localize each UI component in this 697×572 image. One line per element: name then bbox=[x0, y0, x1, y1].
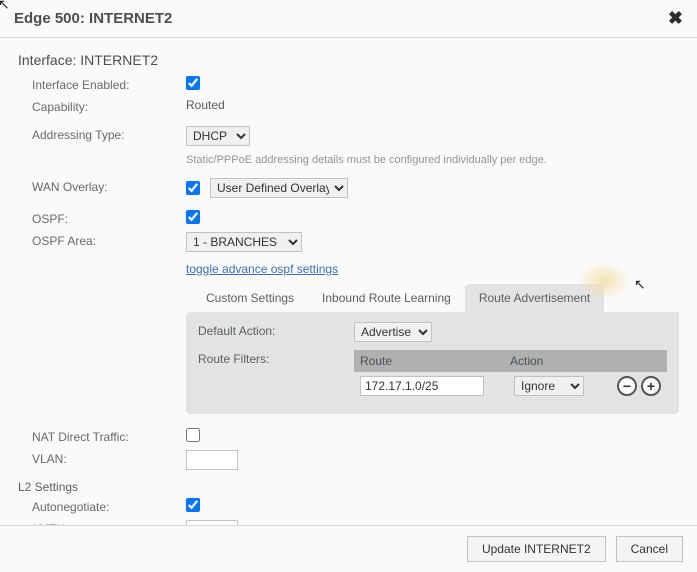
filter-action-select[interactable]: Ignore bbox=[514, 376, 584, 396]
capability-value: Routed bbox=[186, 98, 679, 112]
nat-direct-traffic-checkbox[interactable] bbox=[186, 428, 200, 442]
default-action-label: Default Action: bbox=[198, 322, 354, 338]
interface-heading: Interface: INTERNET2 bbox=[18, 52, 679, 68]
update-button[interactable]: Update INTERNET2 bbox=[467, 536, 606, 562]
route-filters-table: Route Action Ignore bbox=[354, 350, 667, 396]
autonegotiate-label: Autonegotiate: bbox=[18, 498, 186, 514]
addressing-hint: Static/PPPoE addressing details must be … bbox=[186, 154, 679, 166]
filter-route-input[interactable] bbox=[360, 376, 484, 396]
cancel-button[interactable]: Cancel bbox=[616, 536, 683, 562]
wan-overlay-label: WAN Overlay: bbox=[18, 178, 186, 194]
dialog-title: Edge 500: INTERNET2 bbox=[14, 10, 172, 27]
toggle-ospf-settings-link[interactable]: toggle advance ospf settings bbox=[186, 262, 338, 276]
wan-overlay-checkbox[interactable] bbox=[186, 181, 200, 195]
route-advertisement-panel: Default Action: Advertise Route Filters: bbox=[186, 312, 679, 414]
addressing-type-label: Addressing Type: bbox=[18, 126, 186, 142]
l2-settings-heading: L2 Settings bbox=[18, 480, 679, 494]
ospf-area-label: OSPF Area: bbox=[18, 232, 186, 248]
ospf-area-select[interactable]: 1 - BRANCHES bbox=[186, 232, 302, 252]
nat-direct-traffic-label: NAT Direct Traffic: bbox=[18, 428, 186, 444]
capability-label: Capability: bbox=[18, 98, 186, 114]
button-bar: Update INTERNET2 Cancel bbox=[0, 525, 697, 572]
autonegotiate-checkbox[interactable] bbox=[186, 498, 200, 512]
add-filter-button[interactable]: + bbox=[641, 376, 661, 396]
tab-route-advertisement[interactable]: Route Advertisement bbox=[465, 284, 604, 312]
remove-filter-button[interactable]: − bbox=[617, 376, 637, 396]
route-filters-label: Route Filters: bbox=[198, 350, 354, 366]
title-bar: Edge 500: INTERNET2 ✖ bbox=[0, 0, 697, 38]
ospf-tabs: Custom Settings Inbound Route Learning R… bbox=[186, 284, 679, 312]
interface-enabled-checkbox[interactable] bbox=[186, 76, 200, 90]
tab-inbound-route-learning[interactable]: Inbound Route Learning bbox=[308, 284, 465, 312]
close-icon[interactable]: ✖ bbox=[668, 8, 683, 29]
filter-header-action: Action bbox=[510, 354, 661, 368]
wan-overlay-select[interactable]: User Defined Overlay bbox=[210, 178, 348, 198]
dialog-content: Interface: INTERNET2 Interface Enabled: … bbox=[0, 38, 697, 540]
interface-enabled-label: Interface Enabled: bbox=[18, 76, 186, 92]
vlan-input[interactable] bbox=[186, 450, 238, 470]
addressing-type-select[interactable]: DHCP bbox=[186, 126, 250, 146]
ospf-label: OSPF: bbox=[18, 210, 186, 226]
ospf-checkbox[interactable] bbox=[186, 210, 200, 224]
vlan-label: VLAN: bbox=[18, 450, 186, 466]
filter-header-route: Route bbox=[360, 354, 510, 368]
tab-custom-settings[interactable]: Custom Settings bbox=[192, 284, 308, 312]
filter-row: Ignore − + bbox=[354, 372, 667, 396]
dialog: ↖ Edge 500: INTERNET2 ✖ Interface: INTER… bbox=[0, 0, 697, 572]
default-action-select[interactable]: Advertise bbox=[354, 322, 432, 342]
